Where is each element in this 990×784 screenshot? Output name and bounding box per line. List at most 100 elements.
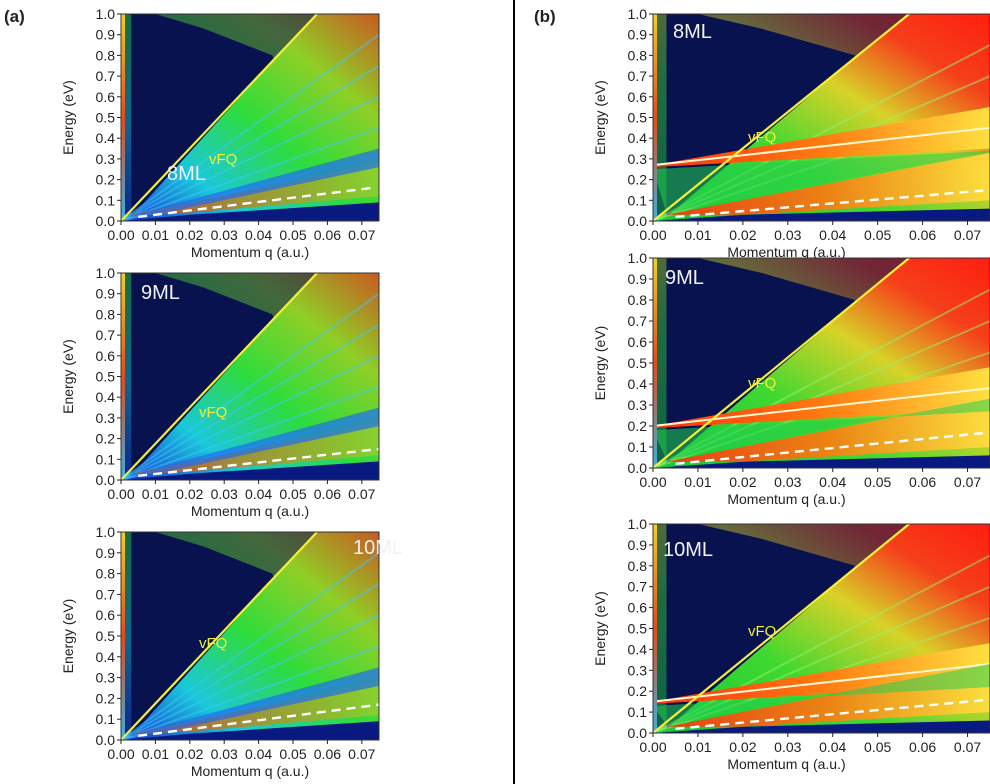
x-axis-label: Momentum q (a.u.) [727,756,845,772]
vf-label: vFQ [199,404,227,421]
y-tick-label: 0.9 [628,537,648,553]
y-tick-label: 0.8 [96,566,116,582]
x-tick-label: 0.02 [176,227,203,243]
y-tick-label: 0.8 [628,558,648,574]
x-tick-label: 0.05 [279,227,306,243]
x-tick-label: 0.00 [639,474,666,490]
left-strip [653,258,657,468]
y-tick-label: 0.9 [628,27,648,43]
cyan-fan [127,667,379,736]
y-tick-label: 0.4 [96,649,116,665]
panel-label-b: (b) [534,7,556,26]
y-tick-label: 0.4 [628,130,648,146]
y-tick-label: 0.3 [628,662,648,678]
left-strip [121,273,125,480]
y-tick-label: 0.1 [628,439,648,455]
x-tick-label: 0.07 [348,486,375,502]
y-tick-label: 0.4 [96,130,116,146]
left-strip [121,14,125,221]
y-tick-label: 0.5 [96,110,116,126]
fan-ray [120,95,380,222]
x-tick-label: 0.03 [211,746,238,762]
fan-ray [120,614,380,741]
chart-3: 10ML vFQ 0.0 0.1 0.2 0.3 0.4 0.5 0.6 0.7 0.8 0.9 1.0… [60,524,403,779]
x-tick-label: 0.00 [107,227,134,243]
x-tick-label: 0.03 [211,486,238,502]
plasmon-line [652,663,990,703]
dashed-line [675,698,990,731]
plot-title: 8ML [673,21,712,43]
fan-ray [120,292,380,481]
chart-2: 9ML vFQ 0.0 0.1 0.2 0.3 0.4 0.5 0.6 0.7 0.8 0.9 1.0 0… [60,265,380,519]
fan-ray [120,323,380,481]
x-axis-label: Momentum q (a.u.) [191,763,309,779]
y-tick-label: 0.6 [628,334,648,350]
chart-5: 9ML vFQ 0.0 0.1 0.2 0.3 0.4 0.5 0.6 0.7 0.8 0.9 1.0 0… [592,250,990,507]
y-tick-label: 0.7 [96,327,116,343]
y-tick-label: 0.1 [96,711,116,727]
y-tick-label: 0.4 [96,389,116,405]
y-tick-label: 1.0 [96,265,116,281]
x-tick-label: 0.03 [774,227,801,243]
fan-ray [120,645,380,741]
dashed-line [138,703,380,738]
plasmon-band [653,367,990,429]
x-tick-label: 0.02 [176,746,203,762]
y-tick-label: 0.5 [628,110,648,126]
x-tick-label: 0.02 [729,739,756,755]
y-tick-label: 0.3 [96,410,116,426]
x-tick-label: 0.07 [348,227,375,243]
plot-title: 10ML [663,539,713,561]
y-tick-label: 0.8 [628,292,648,308]
vf-line [652,13,910,222]
y-tick-label: 0.6 [628,89,648,105]
y-tick-label: 0.6 [96,89,116,105]
y-tick-label: 0.9 [96,27,116,43]
fan-ray [120,126,380,222]
y-tick-label: 1.0 [96,524,116,540]
x-tick-label: 0.04 [245,746,272,762]
low-dark-region [653,720,990,733]
x-tick-label: 0.05 [864,474,891,490]
panel-label-a: (a) [4,7,25,26]
x-tick-label: 0.07 [954,227,981,243]
y-tick-label: 1.0 [628,250,648,266]
y-tick-label: 1.0 [628,6,648,22]
x-tick-label: 0.06 [314,486,341,502]
low-dark-region [121,202,379,221]
x-tick-label: 0.03 [774,739,801,755]
chart-6: 10ML vFQ 0.0 0.1 0.2 0.3 0.4 0.5 0.6 0.7 0.8 0.9 1.0… [592,516,990,772]
x-tick-label: 0.02 [729,474,756,490]
x-tick-label: 0.06 [314,746,341,762]
x-axis-label: Momentum q (a.u.) [191,503,309,519]
y-tick-label: 0.1 [628,192,648,208]
fan-ray [120,583,380,741]
vf-label: vFQ [199,635,227,652]
plasmon-line [652,126,990,167]
cyan-fan [127,148,379,217]
vf-label: vFQ [748,623,776,640]
y-axis-label: Energy (eV) [592,591,608,666]
y-tick-label: 0.1 [628,704,648,720]
y-tick-label: 0.5 [628,621,648,637]
y-tick-label: 0.0 [628,213,648,229]
fan-ray [120,551,380,741]
vf-line [652,257,910,469]
y-tick-label: 0.0 [628,725,648,741]
low-dark-region [653,455,990,468]
plot-title: 9ML [665,267,704,289]
y-tick-label: 0.5 [628,355,648,371]
y-tick-label: 1.0 [96,6,116,22]
x-tick-label: 0.03 [774,474,801,490]
x-tick-label: 0.06 [909,739,936,755]
x-tick-label: 0.05 [864,227,891,243]
x-tick-label: 0.00 [639,739,666,755]
y-tick-label: 0.1 [96,451,116,467]
dashed-line [675,188,990,219]
fan-ray [120,354,380,481]
x-axis-label: Momentum q (a.u.) [191,244,309,260]
vf-label: vFQ [209,151,237,168]
y-tick-label: 0.0 [96,472,116,488]
middle-wedge [653,398,990,460]
